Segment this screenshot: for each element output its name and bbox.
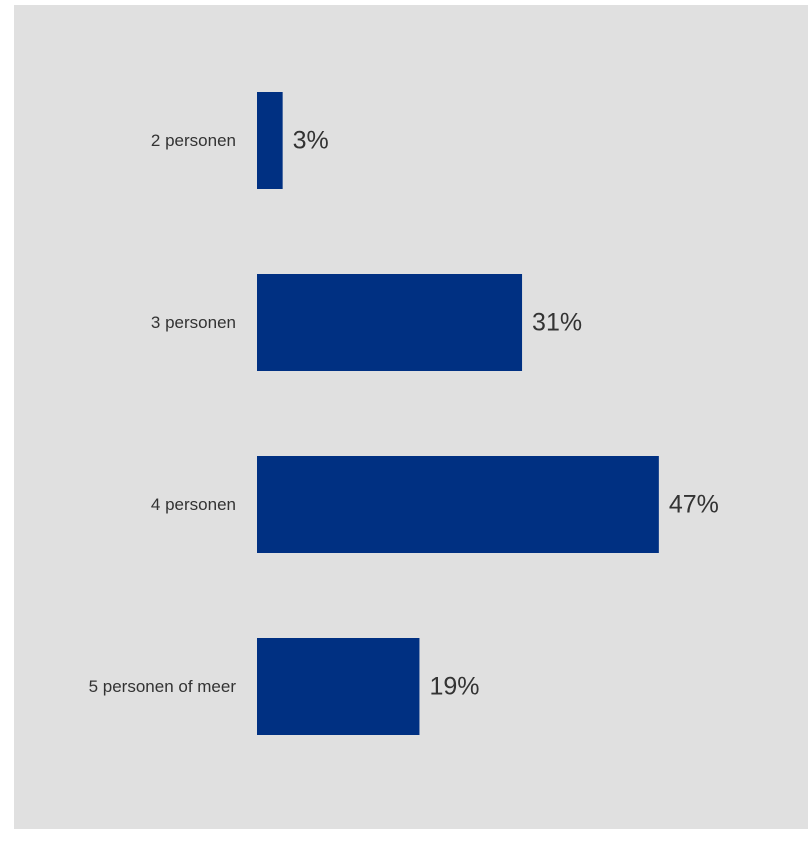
category-label: 4 personen bbox=[151, 495, 236, 514]
bar-group: 5 personen of meer 19% bbox=[89, 638, 479, 735]
category-label: 3 personen bbox=[151, 313, 236, 332]
bar-group: 2 personen 3% bbox=[151, 92, 329, 189]
value-label: 3% bbox=[293, 127, 329, 155]
value-label: 31% bbox=[532, 309, 582, 337]
bar bbox=[257, 638, 420, 735]
bar-chart: 2 personen 3% 3 personen 31% 4 personen 47% 5 … bbox=[89, 92, 719, 735]
chart-panel: 2 personen 3% 3 personen 31% 4 personen 47% 5 … bbox=[14, 5, 808, 829]
bar-group: 4 personen 47% bbox=[151, 456, 719, 553]
value-label: 19% bbox=[429, 673, 479, 701]
category-label: 2 personen bbox=[151, 131, 236, 150]
bar bbox=[257, 274, 523, 371]
bar-group: 3 personen 31% bbox=[151, 274, 582, 371]
category-label: 5 personen of meer bbox=[89, 677, 237, 696]
value-label: 47% bbox=[669, 491, 719, 519]
bar bbox=[257, 92, 283, 189]
bar bbox=[257, 456, 659, 553]
